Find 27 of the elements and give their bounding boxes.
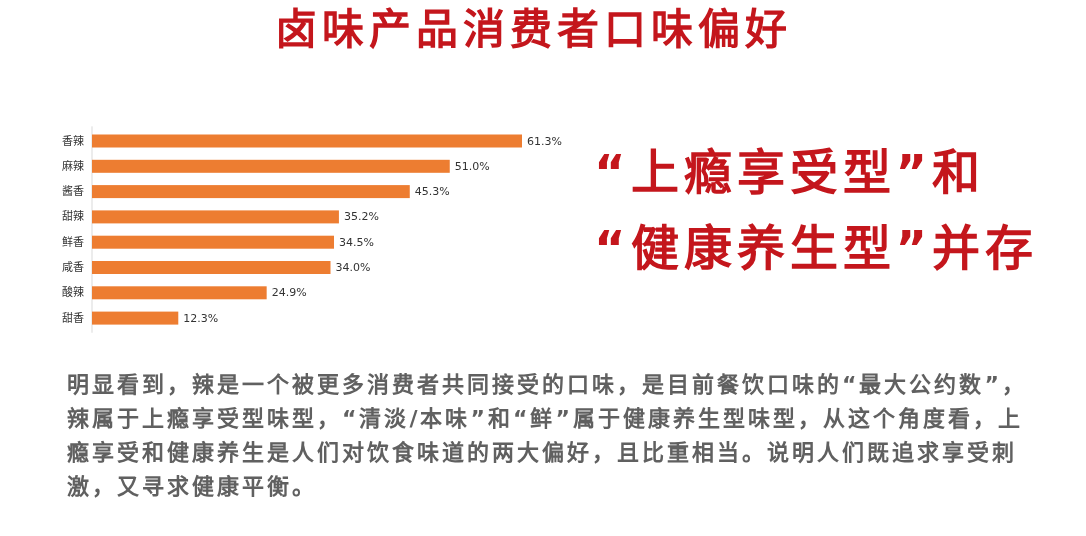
data-label: 61.3% — [527, 134, 562, 148]
data-label: 34.5% — [339, 235, 374, 249]
y-tick-label: 酸辣 — [62, 285, 84, 300]
data-label: 35.2% — [343, 210, 379, 224]
y-tick-label: 甜香 — [62, 311, 84, 325]
bar — [92, 159, 450, 173]
y-tick-label: 香辣 — [62, 133, 84, 148]
data-label: 24.9% — [271, 286, 307, 300]
data-label: 51.0% — [454, 159, 490, 173]
y-tick-label: 酱香 — [62, 184, 84, 199]
bar — [92, 235, 335, 249]
text: “上瘾享受型”和“健康养生型”并存 — [594, 143, 1039, 278]
y-tick-label: 甜辣 — [62, 209, 84, 224]
bar — [92, 311, 179, 325]
data-label: 12.3% — [183, 311, 219, 325]
bar — [92, 286, 267, 300]
bar — [92, 134, 522, 148]
data-label: 34.0% — [335, 261, 371, 274]
chart-title: 卤味产品消费者口味偏好 — [273, 4, 793, 56]
bar — [92, 185, 410, 199]
bar — [92, 261, 331, 274]
text: 明显看到，辣是一个被更多消费者共同接受的口味，是目前餐饮口味的“最大公约数”，辣属于上瘾享受型味型，“清淡/本味”和“鲜”属于健康养生型味型，从这个角度看，上瘾享受和健康养生是人们对饮食味道的两大偏好，且比重相当。说明人们既追求享受刺激，又寻求健康平衡。 — [67, 371, 1028, 501]
y-tick-label: 麻辣 — [62, 158, 84, 173]
data-label: 45.3% — [414, 185, 450, 199]
y-tick-label: 鲜香 — [62, 234, 84, 249]
y-tick-label: 咸香 — [62, 261, 84, 274]
bar — [92, 210, 339, 224]
